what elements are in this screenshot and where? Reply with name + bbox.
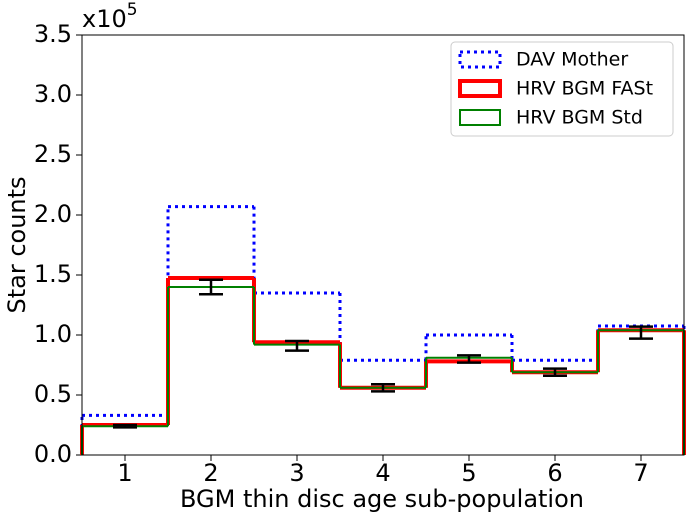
y-tick-label: 0.0: [34, 440, 72, 468]
x-tick-label: 2: [203, 459, 218, 487]
error-bar: [629, 325, 653, 340]
x-tick-label: 1: [117, 459, 132, 487]
error-bar: [543, 367, 567, 378]
legend-frame: [450, 41, 674, 137]
error-bar: [113, 423, 137, 429]
y-tick-label: 1.0: [34, 320, 72, 348]
axis-multiplier: x105: [82, 0, 138, 33]
x-tick-label: 5: [461, 459, 476, 487]
y-tick-label: 3.0: [34, 80, 72, 108]
legend-swatch: [458, 79, 502, 98]
y-tick-label: 1.5: [34, 260, 72, 288]
y-axis-label: Star counts: [3, 176, 31, 313]
legend-label: HRV BGM FASt: [516, 78, 653, 100]
x-tick-label: 3: [289, 459, 304, 487]
y-tick-label: 2.5: [34, 140, 72, 168]
legend-label: DAV Mother: [516, 49, 628, 71]
x-tick-label: 4: [375, 459, 390, 487]
legend-label: HRV BGM Std: [516, 107, 643, 129]
error-bar: [285, 339, 309, 352]
y-tick-label: 0.5: [34, 380, 72, 408]
error-bar: [371, 382, 395, 393]
y-tick-label: 3.5: [34, 20, 72, 48]
plot-frame: [81, 34, 685, 456]
y-tick-label: 2.0: [34, 200, 72, 228]
error-bar: [199, 278, 223, 296]
multiplier-exponent: 5: [127, 0, 138, 20]
x-tick-label: 7: [633, 459, 648, 487]
x-tick-label: 6: [547, 459, 562, 487]
legend-swatch: [459, 109, 501, 126]
x-axis-label: BGM thin disc age sub-population: [180, 485, 584, 513]
multiplier-base: x10: [82, 5, 127, 33]
error-bar: [457, 354, 481, 364]
